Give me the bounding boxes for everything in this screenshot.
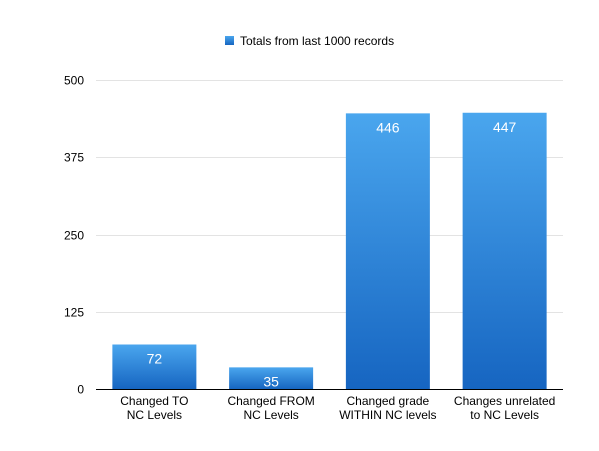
- bar-value-label: 35: [263, 373, 279, 389]
- legend-swatch: [225, 36, 234, 45]
- legend-label: Totals from last 1000 records: [240, 34, 394, 48]
- y-tick-label: 500: [64, 74, 84, 88]
- bar: [462, 112, 547, 389]
- x-category-label: WITHIN NC levels: [339, 408, 436, 422]
- bar-value-label: 72: [147, 351, 163, 367]
- legend: Totals from last 1000 records: [225, 34, 394, 48]
- x-category-label: Changed FROM: [227, 394, 314, 408]
- bar-value-label: 447: [493, 119, 517, 135]
- x-category-label: Changed TO: [120, 394, 188, 408]
- x-category-label: NC Levels: [243, 408, 298, 422]
- x-category-label: NC Levels: [127, 408, 182, 422]
- bar: [112, 344, 197, 389]
- bar: [345, 113, 430, 389]
- y-tick-label: 0: [77, 383, 84, 397]
- bars: 72 35 446 447: [112, 112, 547, 389]
- x-category-label: Changes unrelated: [454, 394, 555, 408]
- bar: [229, 367, 314, 389]
- y-tick-label: 125: [64, 306, 84, 320]
- x-category-label: Changed grade: [347, 394, 430, 408]
- bar-value-label: 446: [376, 119, 400, 135]
- x-category-label: to NC Levels: [470, 408, 539, 422]
- y-tick-label: 250: [64, 229, 84, 243]
- y-tick-label: 375: [64, 151, 84, 165]
- y-axis-ticks: 0 125 250 375 500: [64, 74, 84, 397]
